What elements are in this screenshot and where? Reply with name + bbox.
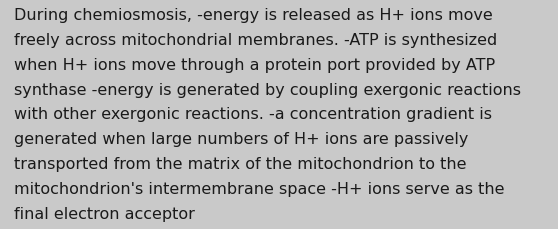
Text: freely across mitochondrial membranes. -ATP is synthesized: freely across mitochondrial membranes. -…	[14, 33, 497, 48]
Text: mitochondrion's intermembrane space -H+ ions serve as the: mitochondrion's intermembrane space -H+ …	[14, 181, 504, 196]
Text: generated when large numbers of H+ ions are passively: generated when large numbers of H+ ions …	[14, 132, 468, 147]
Text: transported from the matrix of the mitochondrion to the: transported from the matrix of the mitoc…	[14, 156, 466, 171]
Text: with other exergonic reactions. -a concentration gradient is: with other exergonic reactions. -a conce…	[14, 107, 492, 122]
Text: final electron acceptor: final electron acceptor	[14, 206, 195, 221]
Text: During chemiosmosis, -energy is released as H+ ions move: During chemiosmosis, -energy is released…	[14, 8, 493, 23]
Text: synthase -energy is generated by coupling exergonic reactions: synthase -energy is generated by couplin…	[14, 82, 521, 97]
Text: when H+ ions move through a protein port provided by ATP: when H+ ions move through a protein port…	[14, 57, 495, 72]
